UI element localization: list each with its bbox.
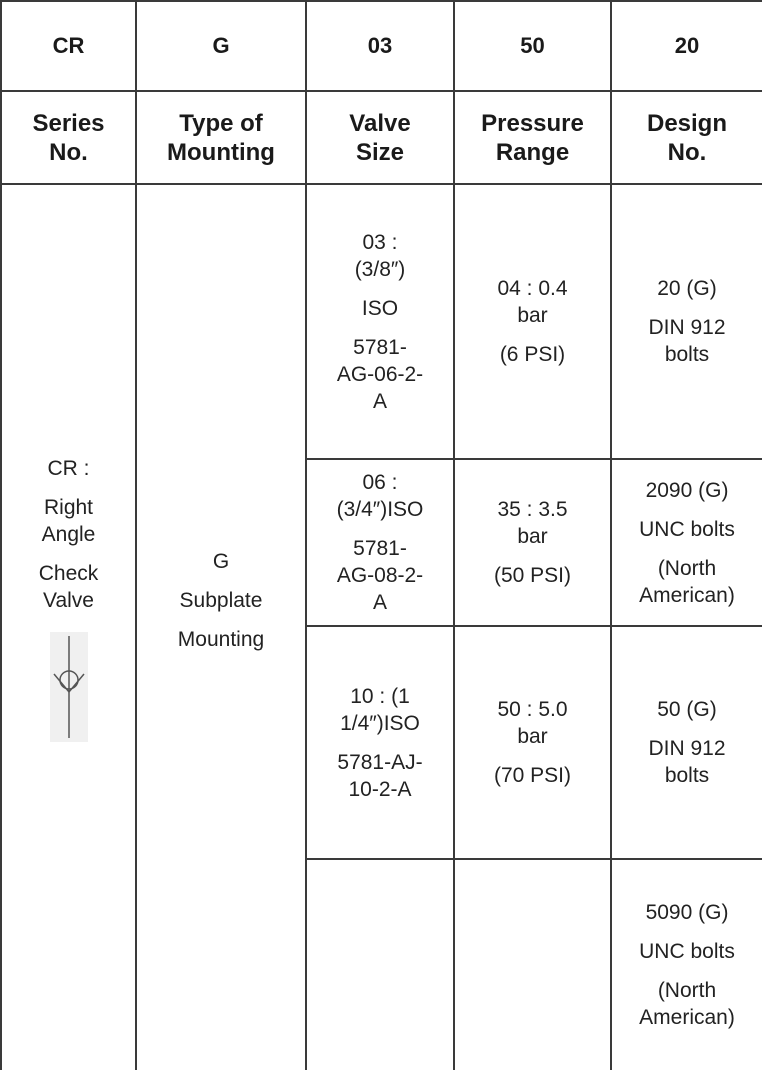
grid-line	[0, 90, 762, 92]
valve-size-line: ISO	[361, 296, 399, 320]
pressure-line: 50 : 5.0	[497, 698, 568, 721]
header-series: Series No.	[2, 92, 135, 183]
grid-line	[453, 0, 455, 1070]
design-line: 50 (G)	[657, 698, 717, 721]
mounting-line: Mounting	[177, 628, 265, 651]
code-design: 20	[674, 33, 700, 58]
valve-size-10: 10 : (1 1/4″)ISO 5781-AJ- 10-2-A	[307, 627, 453, 858]
design-20: 20 (G) DIN 912 bolts	[612, 185, 762, 458]
mounting-line: G	[212, 550, 230, 573]
grid-line	[305, 458, 762, 460]
header-line: Range	[495, 138, 570, 166]
series-line: Right	[43, 496, 94, 519]
header-line: No.	[667, 138, 707, 166]
valve-size-line: A	[372, 591, 387, 614]
grid-line	[135, 0, 137, 1070]
mounting-cell: G Subplate Mounting	[137, 548, 305, 698]
series-cell: CR : Right Angle Check Valve	[2, 455, 135, 845]
grid-line	[305, 625, 762, 627]
header-line: Mounting	[167, 138, 275, 166]
pressure-line: (70 PSI)	[493, 764, 572, 787]
header-line: Valve	[349, 109, 411, 137]
valve-size-line: 1/4″)ISO	[340, 711, 420, 735]
design-line: bolts	[664, 764, 710, 787]
design-line: UNC bolts	[639, 940, 735, 963]
design-line: American)	[639, 583, 735, 607]
series-line: CR :	[47, 457, 90, 480]
valve-size-line: 5781-AJ-	[337, 750, 423, 774]
design-50: 50 (G) DIN 912 bolts	[612, 627, 762, 858]
valve-size-line: (3/4″)ISO	[336, 498, 424, 521]
header-pressure: Pressure Range	[455, 92, 610, 183]
pressure-line: 04 : 0.4	[497, 277, 568, 300]
valve-size-line: 5781-	[353, 537, 407, 560]
code-series: CR	[52, 33, 85, 58]
design-2090: 2090 (G) UNC bolts (North American)	[612, 460, 762, 625]
header-line: Pressure	[481, 109, 584, 137]
design-5090: 5090 (G) UNC bolts (North American)	[612, 860, 762, 1070]
valve-size-line: 5781-	[353, 335, 407, 359]
valve-size-06: 06 : (3/4″)ISO 5781- AG-08-2- A	[307, 460, 453, 625]
series-line: Angle	[41, 523, 96, 546]
pressure-line: bar	[517, 304, 548, 327]
design-line: 5090 (G)	[645, 901, 729, 924]
design-line: (North	[657, 979, 717, 1002]
pressure-04: 04 : 0.4 bar (6 PSI)	[455, 185, 610, 458]
valve-size-line: AG-06-2-	[336, 362, 424, 386]
grid-line	[610, 0, 612, 1070]
header-line: Size	[355, 138, 405, 166]
valve-size-03: 03 : (3/8″) ISO 5781- AG-06-2- A	[307, 185, 453, 458]
valve-size-line: 06 :	[362, 471, 398, 494]
pressure-line: 35 : 3.5	[497, 498, 568, 521]
code-mounting: G	[212, 33, 230, 58]
pressure-line: bar	[517, 525, 548, 548]
header-line: Series	[32, 109, 105, 137]
design-line: American)	[639, 1006, 735, 1029]
design-line: DIN 912	[648, 737, 726, 760]
check-valve-symbol-icon	[49, 632, 88, 742]
design-line: 20 (G)	[657, 277, 717, 300]
header-line: Design	[646, 109, 727, 137]
pressure-50: 50 : 5.0 bar (70 PSI)	[455, 627, 610, 858]
grid-line	[305, 0, 307, 1070]
header-line: Type of	[179, 109, 263, 137]
valve-size-line: 10 : (1	[350, 684, 410, 708]
series-line: Valve	[43, 589, 94, 612]
design-line: DIN 912	[648, 316, 726, 339]
pressure-line: bar	[517, 725, 548, 748]
grid-line	[305, 858, 762, 860]
header-valve-size: Valve Size	[307, 92, 453, 183]
code-pressure: 50	[520, 33, 545, 58]
design-line: bolts	[664, 343, 710, 366]
grid-line	[0, 0, 762, 2]
valve-size-line: 10-2-A	[348, 777, 412, 801]
code-valve-size: 03	[367, 33, 393, 58]
grid-line	[0, 0, 2, 1070]
header-mounting: Type of Mounting	[137, 92, 305, 183]
design-line: 2090 (G)	[645, 478, 729, 502]
valve-size-line: AG-08-2-	[336, 564, 424, 587]
grid-line	[0, 183, 762, 185]
pressure-35: 35 : 3.5 bar (50 PSI)	[455, 460, 610, 625]
design-line: UNC bolts	[639, 517, 735, 541]
valve-size-line: A	[372, 389, 387, 413]
mounting-line: Subplate	[179, 589, 263, 612]
header-line: No.	[49, 138, 88, 166]
series-line: Check	[38, 562, 99, 585]
header-design: Design No.	[612, 92, 762, 183]
valve-size-line: 03 :	[362, 230, 398, 254]
pressure-line: (6 PSI)	[499, 343, 566, 366]
design-line: (North	[657, 556, 717, 580]
valve-size-line: (3/8″)	[354, 257, 406, 281]
pressure-line: (50 PSI)	[493, 564, 572, 587]
